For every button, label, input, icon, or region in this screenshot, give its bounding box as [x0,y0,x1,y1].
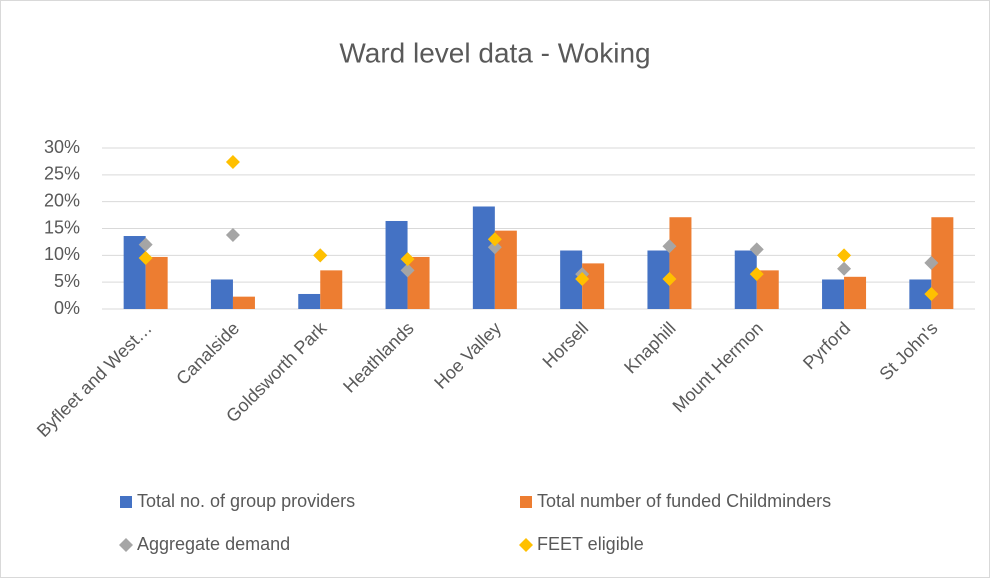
bar [232,296,255,309]
marker [837,261,852,276]
chart-title: Ward level data - Woking [339,37,650,68]
bar [931,217,954,309]
bar [320,270,343,309]
bar [494,230,517,309]
y-tick-label: 15% [44,217,80,237]
marker [400,252,415,267]
marker [138,237,153,252]
bar [734,250,757,309]
bar [210,279,233,309]
marker [924,255,939,270]
marker [138,251,153,266]
legend-label: FEET eligible [537,534,644,554]
marker [313,248,328,263]
y-tick-label: 10% [44,244,80,264]
legend-swatch [519,538,533,552]
marker [225,227,240,242]
bar [560,250,583,309]
marker [837,248,852,263]
legend-label: Aggregate demand [137,534,290,554]
y-tick-label: 5% [54,271,80,291]
marker [400,263,415,278]
bar [385,220,408,309]
legend-label: Total number of funded Childminders [537,491,831,511]
marker [487,232,502,247]
legend-swatch [120,496,132,508]
y-tick-label: 20% [44,190,80,210]
legend-label: Total no. of group providers [137,491,355,511]
marker [662,239,677,254]
legend-swatch [520,496,532,508]
bar [822,279,845,309]
bar [669,217,692,309]
bar [123,236,146,309]
bar [298,293,321,309]
marker [749,267,764,282]
bar [756,270,779,309]
marker [225,154,240,169]
marker [749,242,764,257]
marker [924,286,939,301]
y-tick-label: 25% [44,164,80,184]
y-tick-label: 0% [54,298,80,318]
bar [407,256,430,309]
marker [575,271,590,286]
bar [472,206,495,309]
bar [145,256,168,309]
marker [662,271,677,286]
legend-swatch [119,538,133,552]
bar [582,263,605,309]
bar [844,276,867,309]
bar [647,250,670,309]
bar [909,279,932,309]
y-tick-label: 30% [44,137,80,157]
marker [487,240,502,255]
